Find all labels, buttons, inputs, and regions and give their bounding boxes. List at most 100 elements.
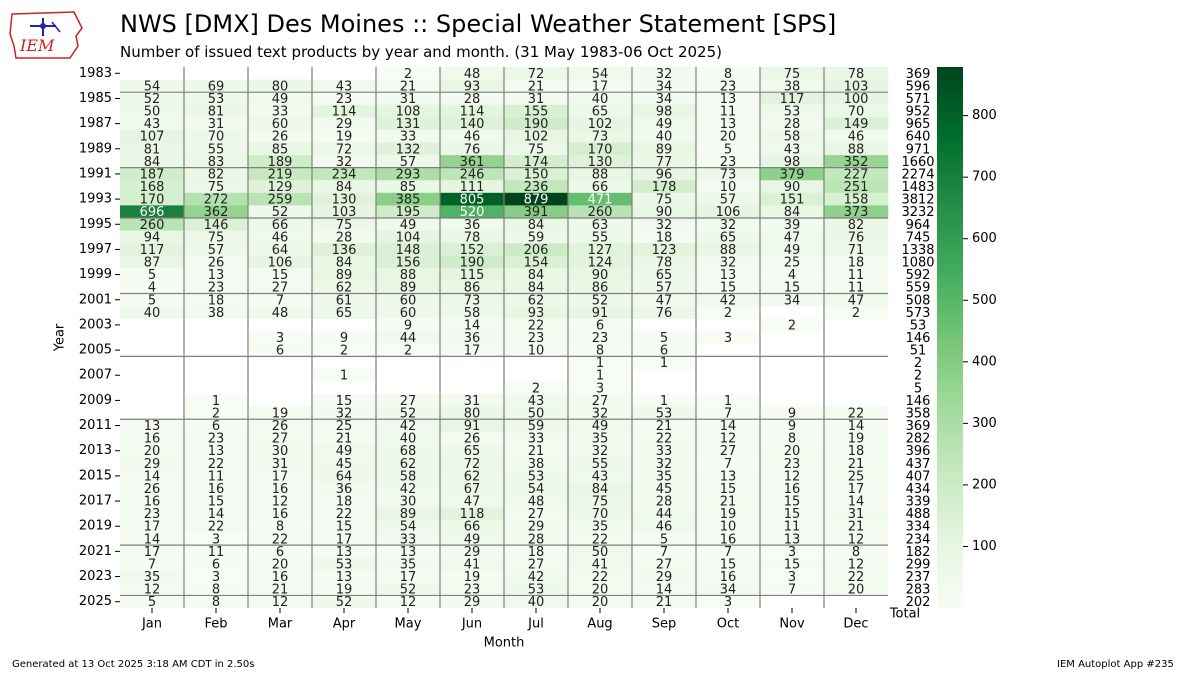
heatmap-cell [184,217,249,231]
heatmap-cell [248,545,313,558]
heatmap-cell [760,180,825,194]
cell-value-label: 65 [592,105,609,120]
heatmap-cell [568,457,633,470]
cell-value-label: 23 [528,331,545,346]
cell-value-label: 20 [784,444,801,459]
cell-value-label: 12 [848,557,865,572]
cell-value-label: 2 [340,344,348,359]
heatmap-cell [760,205,825,219]
cell-value-label: 102 [588,117,613,132]
cell-value-label: 49 [464,532,481,547]
cell-value-label: 29 [336,117,353,132]
heatmap-cell [184,79,249,93]
cell-value-label: 17 [272,469,289,484]
heatmap-cell [248,570,313,584]
heatmap-cell [632,129,697,143]
cell-value-label: 84 [336,180,353,195]
heatmap-cell [120,117,185,131]
cell-value-label: 84 [784,205,801,220]
cell-value-label: 32 [336,155,353,170]
cell-value-label: 42 [528,570,545,585]
heatmap-cell [248,155,313,168]
cell-value-label: 22 [208,457,225,472]
cell-value-label: 88 [400,268,417,283]
heatmap-cell [376,79,441,93]
heatmap-cell [760,419,825,433]
heatmap-cell [376,482,441,496]
heatmap-cell [184,243,249,257]
heatmap-cell [568,356,633,370]
cell-value-label: 3 [788,570,796,585]
heatmap-cell [376,205,441,219]
cell-value-label: 103 [844,79,869,94]
cell-value-label: 148 [396,243,421,258]
heatmap-cell [120,192,185,206]
heatmap-cell [568,557,633,571]
cell-value-label: 62 [464,469,481,484]
heatmap-cell [824,192,889,206]
cell-value-label: 82 [208,167,225,182]
cell-value-label: 29 [144,457,161,472]
cell-value-label: 879 [524,193,549,208]
cell-value-label: 13 [720,268,737,283]
y-axis-label: Year [53,323,68,352]
heatmap-cell [760,230,825,244]
heatmap-cell [568,343,633,357]
heatmap-cell [632,343,697,357]
cell-value-label: 13 [400,545,417,560]
colorbar-tick-label: 100 [972,539,997,554]
cell-value-label: 65 [656,268,673,283]
cell-value-label: 190 [460,256,485,271]
heatmap-cell [312,117,377,131]
heatmap-cell [440,129,505,143]
cell-value-label: 13 [336,570,353,585]
cell-value-label: 246 [460,167,485,182]
heatmap-cell [440,306,505,319]
heatmap-cell [568,444,633,458]
heatmap-cell [504,582,569,596]
heatmap-cell [696,268,761,282]
cell-value-label: 33 [528,432,545,447]
cell-value-label: 373 [844,205,869,220]
heatmap-cell [632,406,697,420]
cell-value-label: 18 [528,545,545,560]
app-id-label: IEM Autoplot App #235 [1057,659,1174,670]
heatmap-cell [504,142,569,156]
cell-value-label: 107 [140,130,165,145]
heatmap-cell [312,457,377,470]
heatmap-cell [696,419,761,433]
heatmap-cell [312,394,377,407]
cell-value-label: 90 [656,205,673,220]
heatmap-cell [504,519,569,533]
cell-value-label: 23 [720,155,737,170]
heatmap-cell [248,469,313,483]
cell-value-label: 21 [720,495,737,510]
cell-value-label: 5 [148,293,156,308]
cell-value-label: 35 [656,469,673,484]
y-tick-label: 1995 [79,217,112,232]
heatmap-cell [184,532,249,546]
heatmap-cell [184,457,249,470]
cell-value-label: 3 [212,570,220,585]
cell-value-label: 22 [336,507,353,522]
heatmap-cell [504,381,569,395]
heatmap-cell [376,92,441,106]
heatmap-cell [248,482,313,496]
heatmap-cell [568,155,633,168]
cell-value-label: 13 [720,92,737,107]
cell-value-label: 8 [276,520,284,535]
heatmap-cell [504,394,569,407]
y-tick-label: 1993 [79,192,112,207]
heatmap-cell [824,129,889,143]
heatmap-cell [568,67,633,80]
heatmap-cell [824,519,889,533]
heatmap-cell [248,205,313,219]
heatmap-cell [632,595,697,609]
heatmap-cell [824,67,889,80]
heatmap-cell [440,519,505,533]
heatmap-cell [568,293,633,307]
cell-value-label: 72 [528,67,545,82]
heatmap-cell [696,67,761,80]
heatmap-cell [696,243,761,257]
heatmap-cell [760,431,825,445]
